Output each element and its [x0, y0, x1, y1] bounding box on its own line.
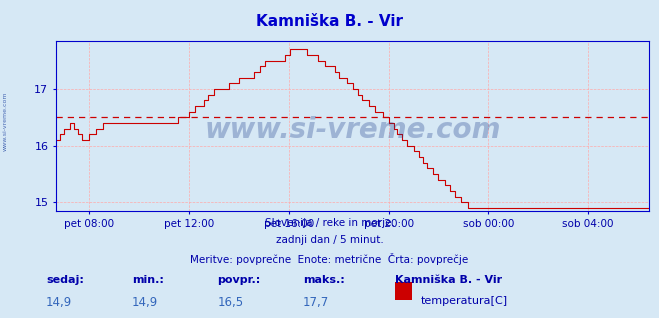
Text: Meritve: povprečne  Enote: metrične  Črta: povprečje: Meritve: povprečne Enote: metrične Črta:… [190, 253, 469, 265]
Text: 17,7: 17,7 [303, 296, 330, 309]
Text: Slovenija / reke in morje.: Slovenija / reke in morje. [264, 218, 395, 228]
Text: www.si-vreme.com: www.si-vreme.com [3, 91, 8, 151]
Text: povpr.:: povpr.: [217, 275, 261, 285]
Text: Kamniška B. - Vir: Kamniška B. - Vir [395, 275, 503, 285]
Text: temperatura[C]: temperatura[C] [420, 296, 507, 306]
Text: 14,9: 14,9 [46, 296, 72, 309]
Text: zadnji dan / 5 minut.: zadnji dan / 5 minut. [275, 235, 384, 245]
Text: www.si-vreme.com: www.si-vreme.com [204, 116, 501, 144]
Text: 14,9: 14,9 [132, 296, 158, 309]
Text: sedaj:: sedaj: [46, 275, 84, 285]
Text: 16,5: 16,5 [217, 296, 244, 309]
Text: maks.:: maks.: [303, 275, 345, 285]
Text: min.:: min.: [132, 275, 163, 285]
Text: Kamniška B. - Vir: Kamniška B. - Vir [256, 14, 403, 29]
